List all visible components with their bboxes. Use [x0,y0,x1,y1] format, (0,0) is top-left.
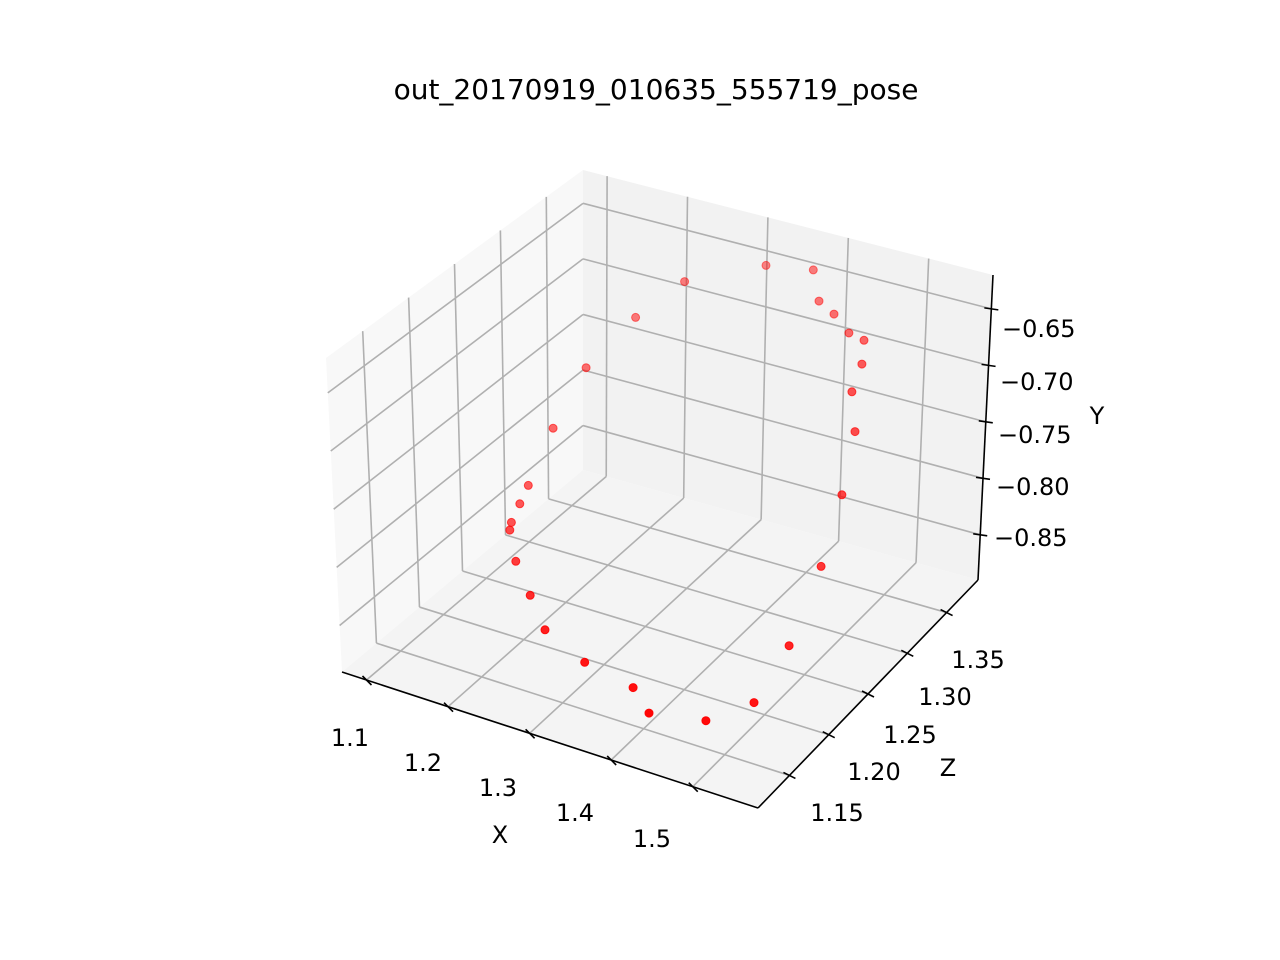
z-tick [822,730,836,739]
y-gridline-back [582,313,986,423]
x-gridline-back [682,196,689,499]
y-gridline-back [582,424,981,536]
y-tick [981,363,996,368]
x-axis-line [341,671,759,809]
z-gridline-left [453,263,464,572]
x-tick [361,675,373,686]
y-gridline-back [582,258,989,367]
y-tick [978,420,993,424]
y-tick-label: −0.80 [996,473,1070,501]
left-pane [326,170,583,672]
chart-title: out_20170919_010635_555719_pose [394,73,919,106]
y-gridline-left [339,424,584,627]
y-gridline-left [333,313,584,510]
scatter-point [816,561,826,571]
y-axis-label: Y [1089,402,1105,430]
scatter-point [808,265,818,275]
axes [341,274,999,809]
x-tick-label: 1.1 [331,724,369,752]
scatter-point [784,641,794,651]
scatter-point [525,590,535,600]
z-tick [861,690,875,698]
z-gridline-left [499,230,507,535]
x-tick [688,782,699,793]
scatter-point [580,657,590,667]
z-gridline-left [545,196,550,499]
scatter-point [548,423,558,433]
x-tick-label: 1.3 [479,774,517,802]
y-tick [973,533,988,537]
z-tick [783,771,796,780]
y-gridline-left [336,369,584,568]
z-tick-label: 1.15 [810,799,863,827]
scatter-point [859,335,869,345]
z-tick [940,608,953,617]
x-tick-label: 1.2 [404,749,442,777]
scatter-point [701,716,711,726]
x-gridline-back [605,176,608,477]
y-tick-label: −0.65 [1002,315,1076,343]
x-gridline-back [915,258,930,563]
scatter-point [631,312,641,322]
x-tick [525,728,536,739]
scatter-point [847,387,857,397]
z-tick-label: 1.35 [951,646,1004,674]
z-tick-label: 1.25 [883,721,936,749]
z-axis-label: Z [940,754,956,782]
scatter-point [581,363,591,373]
data-points [505,260,869,726]
z-gridline-floor [419,606,829,736]
y-tick-label: −0.75 [998,421,1072,449]
scatter-point [857,359,867,369]
scatter-point [850,427,860,437]
z-gridline-floor [548,498,947,614]
x-tick [443,702,454,713]
z-tick-label: 1.30 [918,683,971,711]
scatter-point [505,525,515,535]
y-axis-line [977,274,994,581]
gridlines [327,176,992,788]
y-tick-label: −0.70 [1000,368,1074,396]
scatter-point [506,517,516,527]
scatter-point [829,309,839,319]
x-tick-label: 1.4 [556,799,594,827]
y-gridline-left [327,202,584,394]
z-gridline-floor [376,642,790,777]
z-tick [900,649,914,658]
x-tick-label: 1.5 [633,825,671,853]
z-tick-label: 1.20 [847,758,900,786]
scatter-point [680,277,690,287]
y-gridline-left [330,258,584,452]
x-gridline-back [760,217,769,520]
scatter-point [628,683,638,693]
z-gridline-floor [505,534,908,655]
scatter-point [844,328,854,338]
y-gridline-back [582,369,984,480]
scatter-point [761,260,771,270]
z-gridline-left [361,331,378,644]
scatter-point [523,480,533,490]
scatter-point [814,296,824,306]
y-gridline-back [582,202,992,310]
scatter-point [515,499,525,509]
z-gridline-left [407,297,421,608]
y-tick [975,476,991,481]
y-tick-label: −0.85 [994,524,1068,552]
back-pane [583,170,993,580]
scatter-point [749,698,759,708]
scatter-point [837,490,847,500]
x-axis-label: X [492,821,508,849]
scatter-point [644,708,654,718]
x-tick [606,755,617,766]
scatter-point [540,625,550,635]
scatter-point [511,556,521,566]
y-tick [984,307,999,311]
